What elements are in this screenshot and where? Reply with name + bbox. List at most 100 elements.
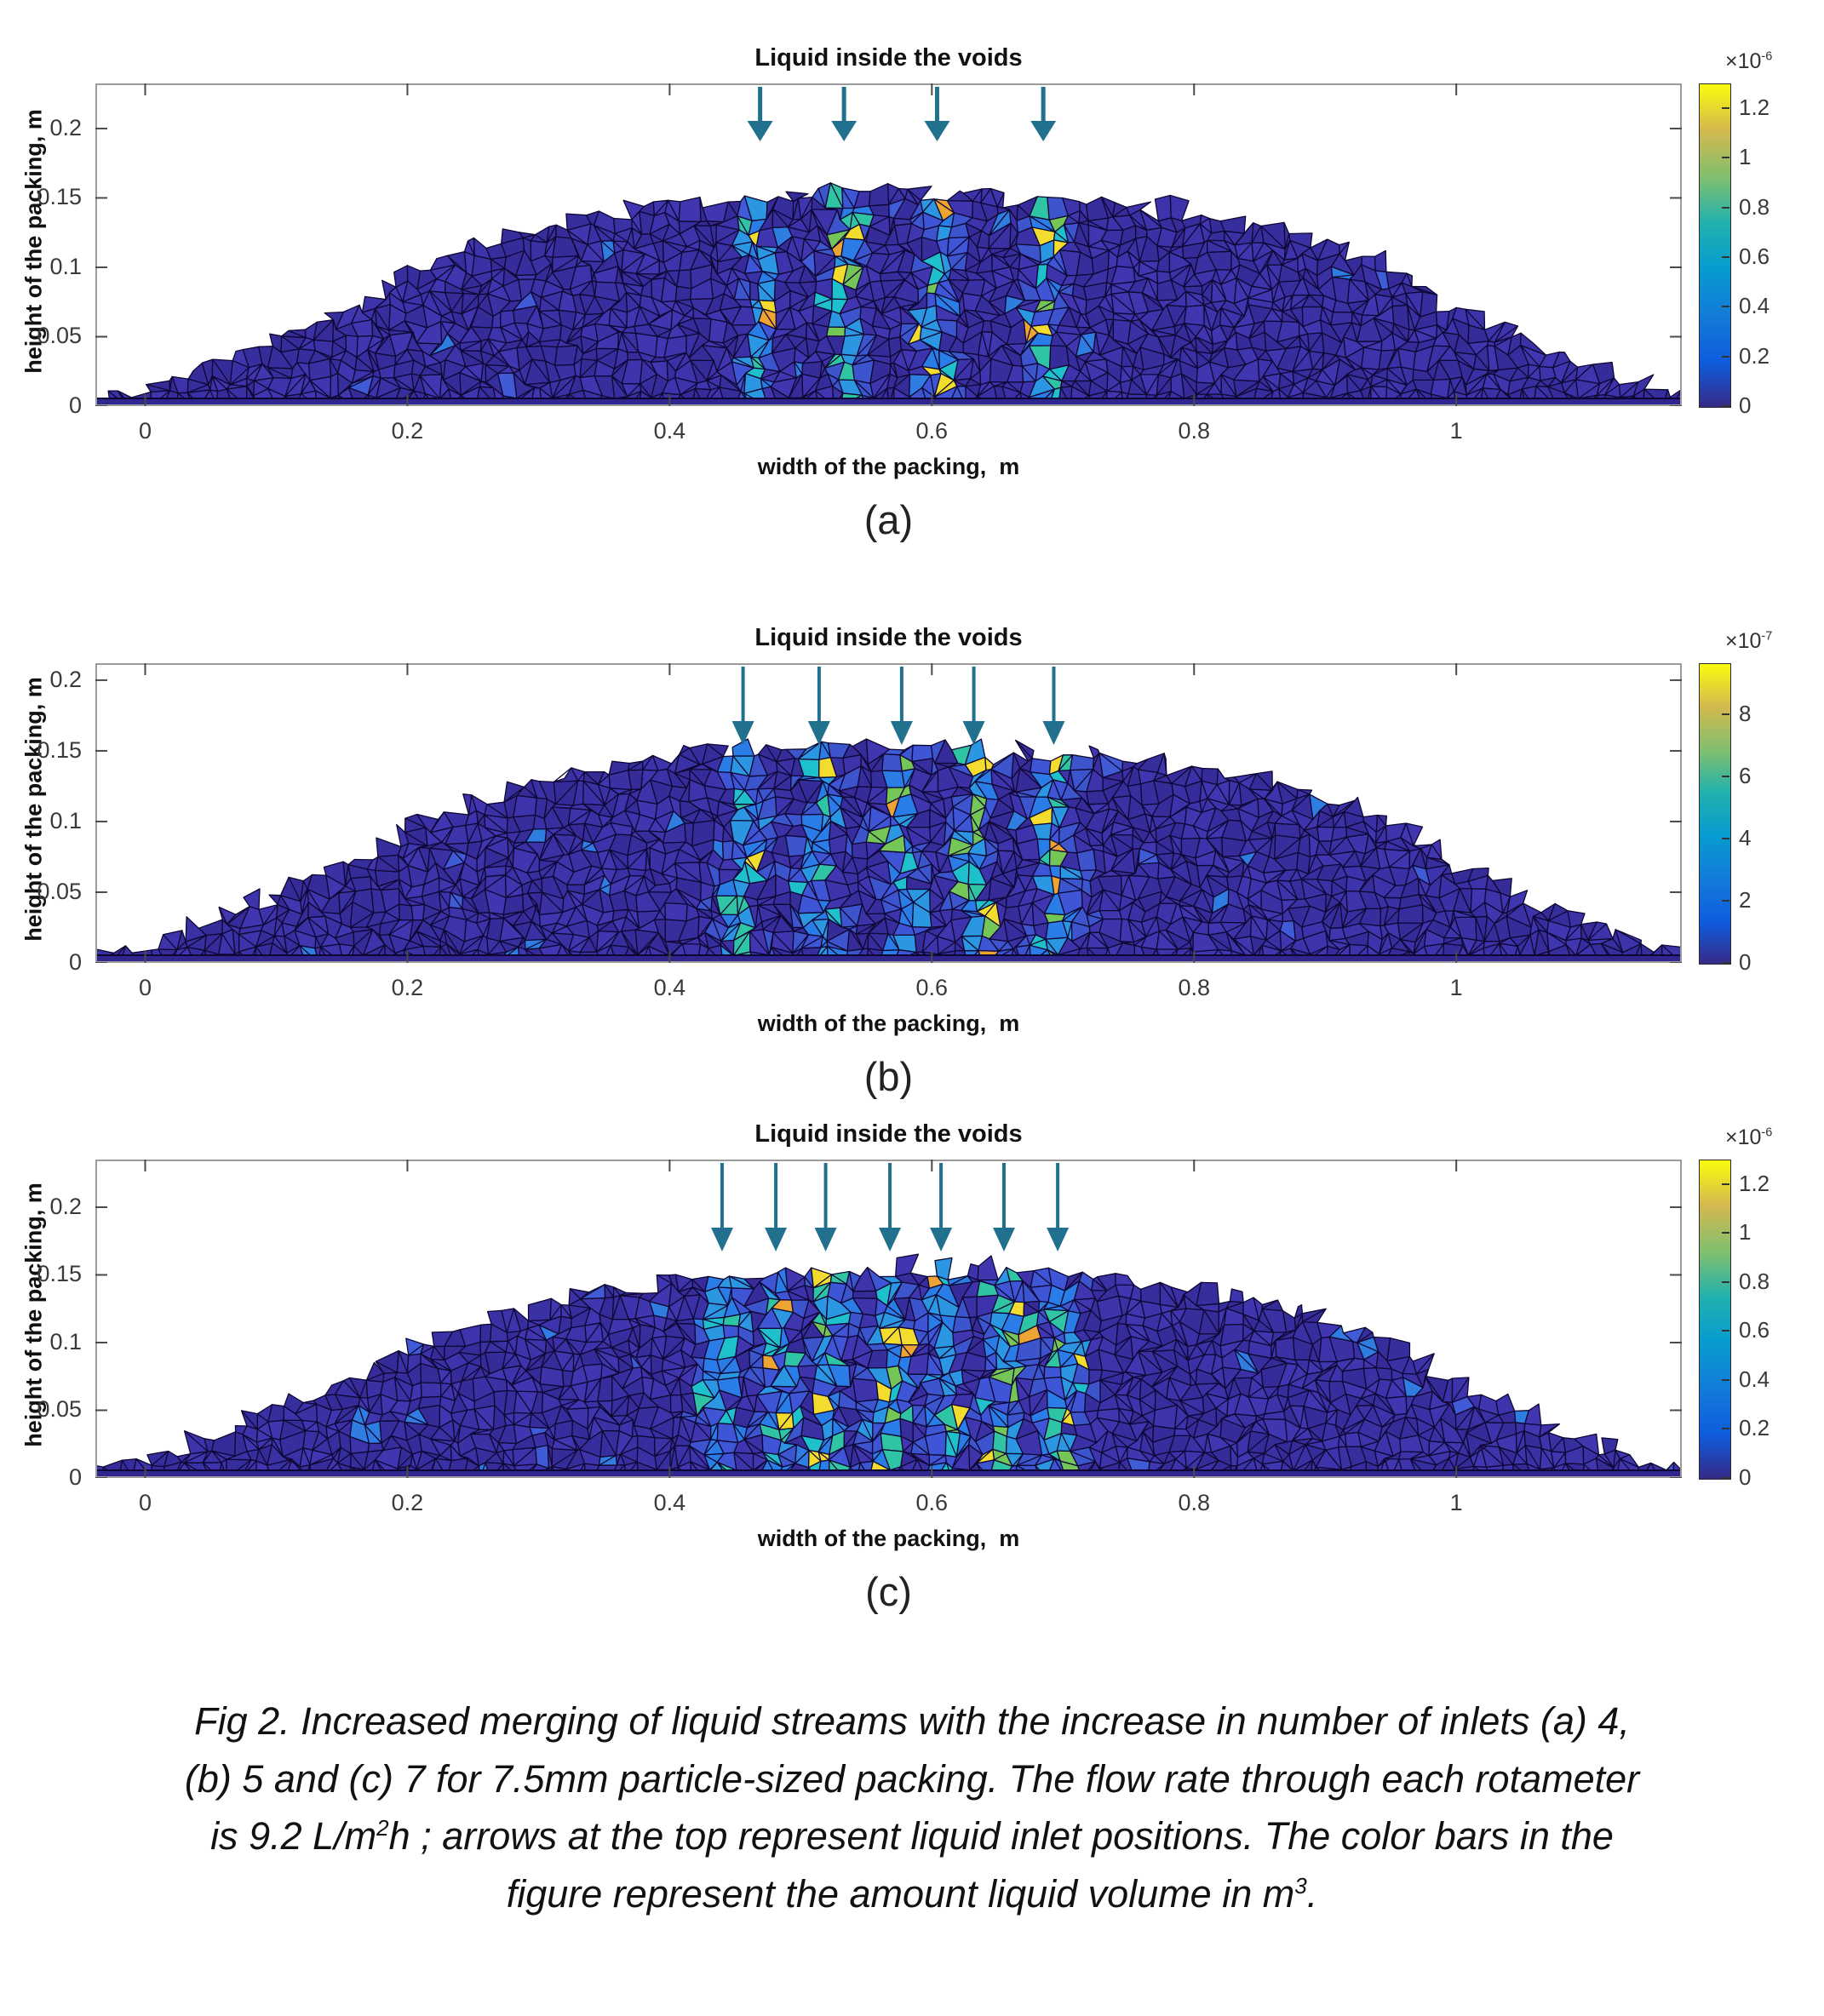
panel-letter: (a) [863,497,914,542]
colorbar-tick-mark [1722,1428,1729,1430]
colorbar-tick-mark [1722,256,1729,259]
y-tick-label: 0.05 [37,878,82,904]
x-tick-label: 0.2 [391,975,424,1000]
colorbar-tick-label: 1 [1739,144,1752,170]
colorbar-tick-label: 1 [1739,1219,1752,1246]
colorbar-tick-label: 0.6 [1739,243,1770,270]
inlet-arrows [710,1163,1070,1251]
axes-box [95,1160,1682,1478]
colorbar-tick-label: 0.8 [1739,1268,1770,1294]
colorbar-tick-label: 4 [1739,825,1752,851]
colorbar-tick-mark [1722,1232,1729,1234]
y-tick-label: 0.05 [37,1396,82,1423]
colorbar-tick-mark [1722,206,1729,209]
y-tick-label: 0.2 [49,1193,82,1219]
colorbar-tick-mark [1722,776,1729,778]
inlet-arrow [1030,121,1057,141]
colorbar-tick-mark [1722,1280,1729,1283]
caption-line: Fig 2. Increased merging of liquid strea… [194,1699,1630,1743]
colorbar-tick-mark [1722,962,1729,964]
inlet-arrow [731,721,754,745]
x-tick-label: 0.8 [1178,418,1210,444]
y-tick-label: 0.1 [49,1328,82,1354]
colorbar-tick-label: 0.6 [1739,1317,1770,1343]
inlet-arrows [731,667,1065,745]
packing-mesh [107,182,1682,406]
colorbar-exponent: ×10-6 [1725,49,1773,73]
y-tick-label: 0.15 [37,1261,82,1287]
colorbar-tick-label: 0.8 [1739,193,1770,220]
x-tick-label: 0.4 [653,1490,686,1515]
y-tick-label: 0 [68,1464,82,1490]
x-tick-label: 0 [138,1490,152,1515]
colorbar-tick-label: 6 [1739,763,1752,789]
inlet-arrow [765,1228,788,1251]
inlet-arrow [924,121,950,141]
y-tick-label: 0.05 [37,323,82,349]
inlet-arrow [1042,721,1065,745]
caption-line: is 9.2 L/m2h ; arrows at the top represe… [210,1814,1614,1858]
inlet-arrow [1047,1228,1070,1251]
x-tick-label: 0 [138,418,152,444]
colorbar-tick-mark [1722,1330,1729,1332]
caption-line: figure represent the amount liquid volum… [506,1871,1318,1916]
y-tick-label: 0.1 [49,253,82,279]
colorbar-tick-mark [1722,405,1729,407]
inlet-arrow [807,721,830,745]
x-tick-label: 0.8 [1178,1490,1210,1515]
x-tick-label: 0.6 [915,1490,949,1515]
colorbar-tick-mark [1722,157,1729,159]
colorbar-tick-label: 8 [1739,701,1752,727]
inlet-arrow [814,1228,837,1251]
bottom-strip [95,954,1682,963]
colorbar [1699,1160,1731,1480]
y-tick-label: 0.15 [37,184,82,210]
colorbar-exponent: ×10-6 [1725,1125,1773,1149]
inlet-arrow [890,721,913,745]
packing-mesh-plot [95,663,1682,963]
x-axis-label: width of the packing, m [757,1011,1020,1036]
x-tick-label: 0.4 [653,418,686,444]
colorbar-tick-label: 0.2 [1739,1415,1770,1441]
inlet-arrow [962,721,985,745]
plot-title: Liquid inside the voids [754,624,1023,651]
colorbar [1699,663,1731,965]
plot-title: Liquid inside the voids [754,44,1023,72]
y-tick-label: 0.2 [49,666,82,692]
x-tick-label: 0.6 [915,975,949,1000]
y-tick-label: 0 [68,392,82,418]
y-tick-label: 0 [68,949,82,975]
colorbar-tick-mark [1722,1183,1729,1185]
inlet-arrow [710,1228,733,1251]
colorbar-tick-label: 1.2 [1739,94,1770,121]
colorbar-tick-label: 0 [1739,949,1752,975]
colorbar-tick-label: 0.2 [1739,342,1770,369]
y-axis-label: height of the packing, m [20,1183,47,1447]
inlet-arrow [992,1228,1015,1251]
panel-letter: (b) [863,1054,914,1099]
colorbar-tick-mark [1722,900,1729,902]
bottom-strip [95,1469,1682,1478]
inlet-arrow [930,1228,953,1251]
colorbar [1699,83,1731,408]
x-tick-label: 1 [1449,418,1463,444]
y-axis-label: height of the packing, m [20,108,47,374]
x-axis-label: width of the packing, m [757,1526,1020,1551]
inlet-arrows [747,87,1057,141]
inlet-arrow [831,121,858,141]
bottom-strip [95,398,1682,406]
colorbar-tick-label: 0 [1739,1464,1752,1490]
inlet-arrow [747,121,773,141]
colorbar-tick-mark [1722,107,1729,110]
colorbar-tick-label: 0.4 [1739,1366,1770,1392]
colorbar-tick-label: 0 [1739,392,1752,418]
colorbar-tick-mark [1722,355,1729,358]
colorbar-tick-mark [1722,1378,1729,1381]
x-tick-label: 0.6 [915,418,949,444]
y-tick-label: 0.2 [49,114,82,140]
colorbar-tick-label: 0.4 [1739,293,1770,319]
x-tick-label: 0.8 [1178,975,1210,1000]
axes-box [95,83,1682,406]
x-tick-label: 0 [138,975,152,1000]
